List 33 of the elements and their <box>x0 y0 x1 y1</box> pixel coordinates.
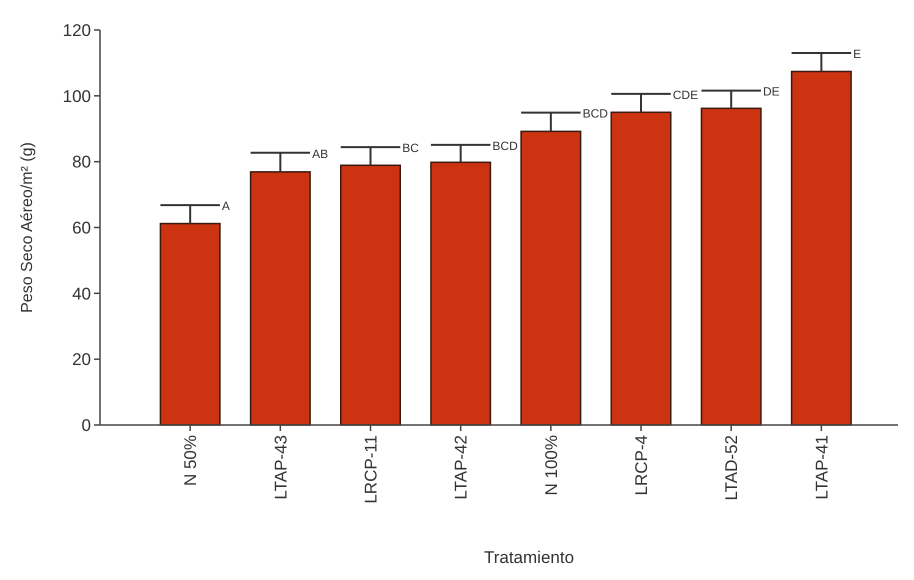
x-tick-label: N 100% <box>542 435 561 496</box>
x-tick-label: LTAP-41 <box>812 435 832 500</box>
annotation: E <box>853 47 862 62</box>
x-tick-label: LTAP-42 <box>452 435 471 500</box>
x-tick-label: LTAD-52 <box>722 435 742 501</box>
bar <box>790 70 852 426</box>
y-tick-label: 0 <box>82 416 91 435</box>
bar <box>340 164 402 426</box>
x-tick-label: LTAP-43 <box>271 435 290 500</box>
annotation: A <box>222 199 230 214</box>
x-axis-title: Tratamiento <box>484 548 574 567</box>
bar <box>160 222 221 426</box>
y-tick-label: 20 <box>72 350 91 370</box>
annotation: BCD <box>492 138 518 153</box>
x-tick-label: LRCP-4 <box>632 435 651 496</box>
bar <box>520 130 582 426</box>
x-tick-label: N 50% <box>181 435 200 486</box>
y-tick-label: 100 <box>62 86 91 106</box>
bar <box>700 108 762 426</box>
y-tick-label: 40 <box>72 284 91 304</box>
y-axis-title: Peso Seco Aéreo/m² (g) <box>19 142 36 313</box>
bar <box>610 112 672 426</box>
annotation: AB <box>312 146 328 161</box>
y-tick-label: 120 <box>62 20 91 40</box>
y-tick-label: 60 <box>72 218 91 238</box>
y-tick-label: 80 <box>72 152 91 172</box>
annotation: BCD <box>582 106 608 121</box>
annotation: BC <box>402 141 420 156</box>
bar <box>430 162 492 426</box>
annotation: CDE <box>672 88 698 102</box>
annotation: DE <box>762 84 780 99</box>
x-tick-label: LRCP-11 <box>361 435 380 504</box>
bar <box>250 171 311 426</box>
